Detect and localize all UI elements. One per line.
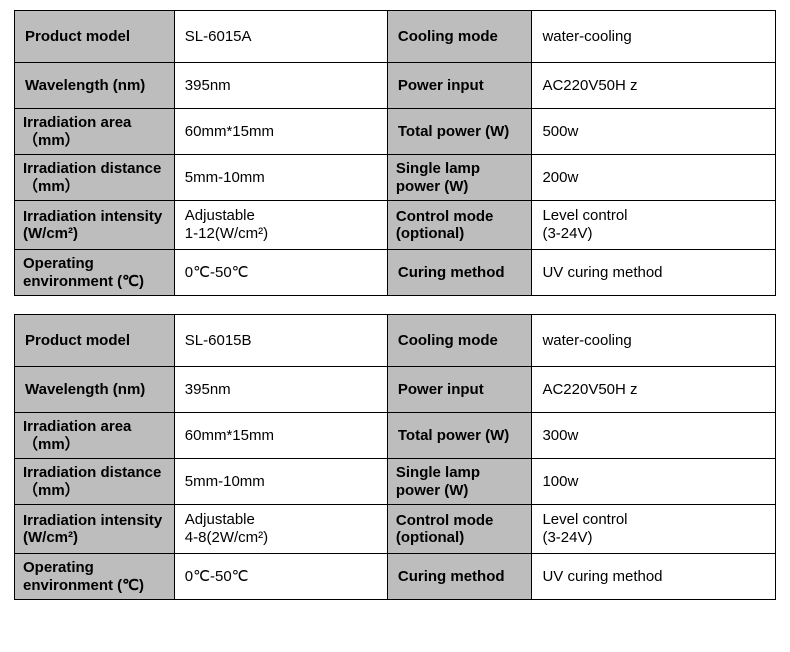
spec-label: Operating environment (℃) [15,250,175,296]
spec-label: Curing method [387,554,532,600]
spec-label: Curing method [387,250,532,296]
spec-value: 5mm-10mm [174,459,387,505]
table-row: Irradiation intensity (W/cm²)Adjustable … [15,505,776,554]
spec-value: 5mm-10mm [174,155,387,201]
table-row: Irradiation distance（mm）5mm-10mmSingle l… [15,459,776,505]
table-row: Irradiation area（mm）60mm*15mmTotal power… [15,109,776,155]
table-row: Irradiation distance（mm）5mm-10mmSingle l… [15,155,776,201]
spec-label: Total power (W) [387,109,532,155]
spec-label: Irradiation distance（mm） [15,155,175,201]
spec-label: Wavelength (nm) [15,63,175,109]
spec-value: UV curing method [532,554,776,600]
spec-value: Level control (3-24V) [532,505,776,554]
spec-label: Single lamp power (W) [387,155,532,201]
spec-value: Adjustable 4-8(2W/cm²) [174,505,387,554]
spec-value: 500w [532,109,776,155]
spec-label: Product model [15,11,175,63]
spec-table-0: Product modelSL-6015ACooling modewater-c… [14,10,776,296]
spec-label: Control mode (optional) [387,201,532,250]
table-row: Operating environment (℃)0℃-50℃Curing me… [15,554,776,600]
spec-label: Product model [15,315,175,367]
spec-label: Single lamp power (W) [387,459,532,505]
table-row: Irradiation intensity (W/cm²)Adjustable … [15,201,776,250]
table-row: Wavelength (nm)395nmPower inputAC220V50H… [15,367,776,413]
spec-label: Power input [387,367,532,413]
spec-table-1: Product modelSL-6015BCooling modewater-c… [14,314,776,600]
spec-value: 60mm*15mm [174,413,387,459]
spec-value: SL-6015B [174,315,387,367]
spec-value: 60mm*15mm [174,109,387,155]
spec-value: 100w [532,459,776,505]
spec-label: Irradiation area（mm） [15,413,175,459]
spec-label: Irradiation distance（mm） [15,459,175,505]
spec-value: AC220V50H z [532,63,776,109]
spec-label: Irradiation intensity (W/cm²) [15,505,175,554]
spec-value: 395nm [174,63,387,109]
spec-value: Adjustable 1-12(W/cm²) [174,201,387,250]
spec-label: Cooling mode [387,315,532,367]
spec-value: 0℃-50℃ [174,554,387,600]
spec-value: 0℃-50℃ [174,250,387,296]
spec-label: Control mode (optional) [387,505,532,554]
spec-value: SL-6015A [174,11,387,63]
spec-label: Wavelength (nm) [15,367,175,413]
spec-value: AC220V50H z [532,367,776,413]
spec-value: Level control (3-24V) [532,201,776,250]
spec-value: 395nm [174,367,387,413]
spec-label: Cooling mode [387,11,532,63]
table-row: Product modelSL-6015BCooling modewater-c… [15,315,776,367]
spec-value: water-cooling [532,315,776,367]
spec-label: Irradiation area（mm） [15,109,175,155]
spec-label: Irradiation intensity (W/cm²) [15,201,175,250]
tables-container: Product modelSL-6015ACooling modewater-c… [14,10,776,600]
spec-label: Operating environment (℃) [15,554,175,600]
spec-value: UV curing method [532,250,776,296]
table-row: Operating environment (℃)0℃-50℃Curing me… [15,250,776,296]
table-row: Product modelSL-6015ACooling modewater-c… [15,11,776,63]
table-row: Wavelength (nm)395nmPower inputAC220V50H… [15,63,776,109]
spec-value: 300w [532,413,776,459]
spec-value: water-cooling [532,11,776,63]
spec-label: Power input [387,63,532,109]
spec-value: 200w [532,155,776,201]
spec-label: Total power (W) [387,413,532,459]
table-row: Irradiation area（mm）60mm*15mmTotal power… [15,413,776,459]
